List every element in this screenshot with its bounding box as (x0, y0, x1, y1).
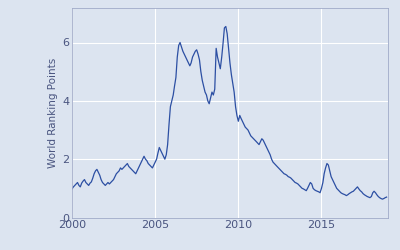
Y-axis label: World Ranking Points: World Ranking Points (48, 58, 58, 168)
